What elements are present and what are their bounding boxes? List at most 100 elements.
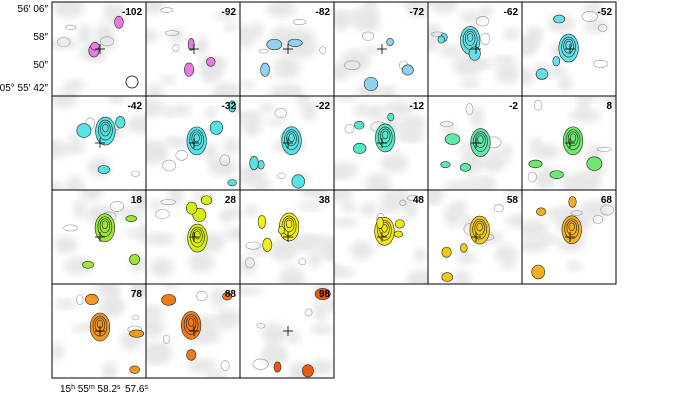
panel: 58 — [427, 189, 523, 285]
noise — [223, 138, 240, 154]
panel-content — [428, 190, 522, 284]
emission-contour — [187, 318, 195, 327]
faint-contour — [592, 214, 604, 224]
panel-content — [146, 190, 240, 284]
velocity-label: -72 — [410, 7, 425, 18]
panel: -52 — [521, 1, 617, 97]
noise — [522, 66, 534, 86]
faint-contour — [298, 258, 307, 266]
noise — [334, 190, 354, 202]
emission-blob — [302, 364, 314, 378]
x-axis-label-part: 15 — [60, 384, 72, 395]
emission-blob — [376, 216, 384, 229]
emission-contour — [375, 123, 396, 153]
emission-contour — [191, 131, 202, 147]
velocity-label: -102 — [122, 7, 142, 18]
noise — [146, 2, 166, 15]
faint-contour — [76, 294, 84, 306]
x-axis-label-part: s — [144, 384, 148, 391]
faint-contour — [63, 224, 78, 232]
panel: 68 — [521, 189, 617, 285]
noise — [265, 117, 290, 126]
panel-content — [52, 284, 146, 378]
panel-content — [522, 190, 616, 284]
noise — [334, 96, 360, 102]
panel: -2 — [427, 95, 523, 191]
emission-contour — [563, 38, 574, 54]
emission-contour — [561, 36, 576, 58]
noise — [300, 190, 329, 199]
emission-contour — [283, 217, 295, 233]
noise — [428, 190, 444, 204]
velocity-label: 38 — [319, 195, 331, 206]
emission-contour — [284, 129, 299, 150]
velocity-label: 18 — [131, 195, 143, 206]
noise — [73, 185, 86, 190]
faint-contour — [304, 308, 313, 317]
emission-blob — [125, 215, 137, 222]
velocity-label: -2 — [509, 101, 518, 112]
panel-frame — [239, 283, 335, 379]
panel: -62 — [427, 1, 523, 97]
emission-blob — [553, 14, 566, 24]
noise — [522, 237, 549, 253]
emission-blob — [440, 161, 451, 169]
faint-contour — [195, 290, 208, 301]
faint-contour — [406, 195, 420, 201]
emission-contour — [187, 223, 208, 253]
noise — [138, 222, 146, 245]
panel-content — [52, 190, 146, 284]
noise — [272, 56, 301, 80]
panel: 48 — [333, 189, 429, 285]
noise — [264, 342, 286, 364]
faint-contour — [219, 154, 230, 167]
noise — [579, 200, 612, 219]
noise — [240, 80, 255, 90]
noise — [529, 144, 562, 160]
emission-contour — [477, 135, 484, 144]
faint-contour — [600, 204, 615, 216]
emission-contour — [183, 314, 199, 335]
noise — [211, 287, 227, 309]
noise — [63, 79, 86, 91]
velocity-label: -22 — [316, 101, 331, 112]
emission-contour — [569, 133, 577, 143]
emission-blob — [314, 288, 331, 300]
noise — [105, 284, 120, 304]
noise — [439, 45, 463, 57]
faint-contour — [164, 30, 180, 36]
velocity-label: -62 — [504, 7, 519, 18]
noise — [161, 106, 177, 117]
noise — [296, 202, 324, 211]
noise — [223, 227, 240, 241]
velocity-label: -42 — [128, 101, 143, 112]
velocity-label: -12 — [410, 101, 425, 112]
panel: -102 — [51, 1, 147, 97]
emission-blob — [460, 243, 468, 253]
noise — [320, 241, 334, 262]
noise — [349, 240, 374, 260]
emission-contour — [102, 123, 109, 133]
noise — [224, 21, 237, 33]
noise — [348, 8, 380, 26]
emission-blob — [222, 292, 233, 301]
velocity-label: 88 — [225, 289, 237, 300]
noise — [301, 100, 317, 122]
noise — [522, 219, 548, 240]
faint-contour — [319, 46, 327, 54]
panel-content — [334, 2, 428, 96]
noise — [505, 214, 522, 229]
emission-contour — [566, 220, 577, 236]
noise — [73, 199, 86, 219]
y-axis-label: 05° 55′ 42″ — [0, 83, 48, 94]
noise — [146, 317, 165, 338]
emission-blob — [266, 38, 282, 51]
noise — [251, 177, 271, 190]
panel: 8 — [521, 95, 617, 191]
noise — [441, 122, 457, 136]
emission-blob — [228, 100, 237, 113]
emission-blob — [129, 254, 140, 265]
noise — [146, 141, 168, 165]
noise — [278, 84, 304, 96]
